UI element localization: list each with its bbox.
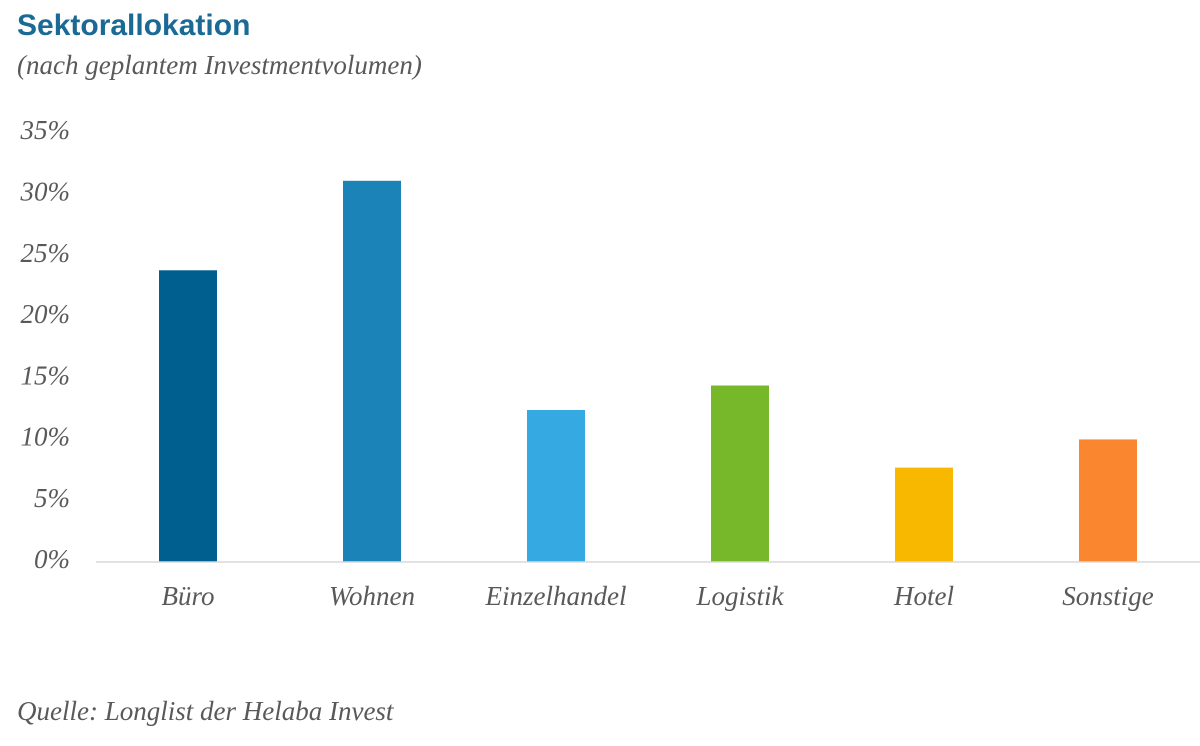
x-tick-label: Wohnen <box>329 581 415 611</box>
chart-subtitle: (nach geplantem Investmentvolumen) <box>17 50 422 80</box>
y-tick-label: 30% <box>20 176 71 206</box>
y-tick-label: 10% <box>21 422 71 452</box>
bar <box>1079 439 1137 562</box>
y-tick-label: 5% <box>34 483 70 513</box>
x-tick-label: Hotel <box>893 581 954 611</box>
bar <box>527 410 585 562</box>
source-note: Quelle: Longlist der Helaba Invest <box>17 696 395 726</box>
y-tick-label: 0% <box>34 544 70 574</box>
y-tick-label: 35% <box>20 115 71 145</box>
x-tick-label: Logistik <box>695 581 784 611</box>
x-tick-label: Einzelhandel <box>485 581 627 611</box>
bar <box>343 180 401 562</box>
y-tick-label: 20% <box>21 299 71 329</box>
bar <box>159 270 217 562</box>
y-tick-label: 25% <box>21 238 71 268</box>
x-tick-label: Sonstige <box>1062 581 1154 611</box>
chart-title: Sektorallokation <box>17 9 250 42</box>
y-tick-label: 15% <box>21 360 71 390</box>
bar <box>895 467 953 562</box>
bar <box>711 385 769 562</box>
x-tick-label: Büro <box>162 581 215 611</box>
